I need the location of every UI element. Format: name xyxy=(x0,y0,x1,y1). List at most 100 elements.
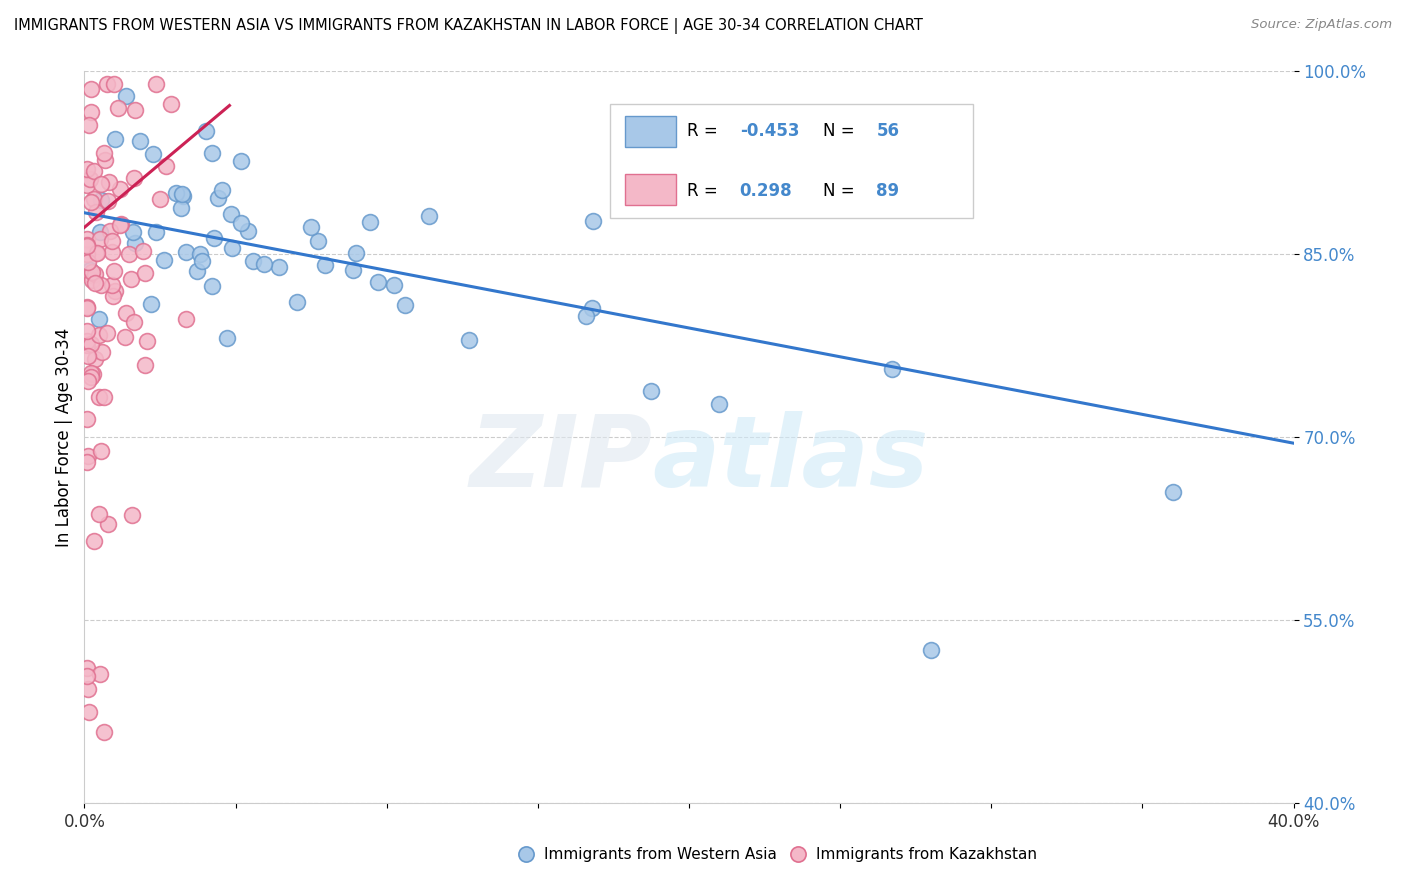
Immigrants from Western Asia xyxy=(231,153,253,168)
Immigrants from Kazakhstan xyxy=(97,194,120,209)
Immigrants from Kazakhstan xyxy=(76,238,98,252)
Immigrants from Western Asia xyxy=(221,242,243,256)
Immigrants from Kazakhstan xyxy=(89,666,111,681)
Immigrants from Kazakhstan xyxy=(120,272,142,286)
Immigrants from Western Asia xyxy=(342,263,364,277)
Immigrants from Kazakhstan xyxy=(77,349,100,363)
Immigrants from Kazakhstan xyxy=(134,358,156,372)
Immigrants from Western Asia xyxy=(89,225,111,239)
Immigrants from Kazakhstan xyxy=(84,351,107,366)
Immigrants from Western Asia xyxy=(190,246,212,260)
Immigrants from Kazakhstan xyxy=(101,244,124,259)
Immigrants from Kazakhstan xyxy=(90,443,112,458)
Immigrants from Kazakhstan xyxy=(84,246,107,260)
Immigrants from Kazakhstan xyxy=(76,669,98,683)
Immigrants from Kazakhstan xyxy=(122,315,145,329)
Immigrants from Kazakhstan xyxy=(115,306,138,320)
Immigrants from Western Asia xyxy=(142,147,165,161)
Immigrants from Kazakhstan xyxy=(76,412,98,426)
Text: 0.298: 0.298 xyxy=(740,182,793,200)
Immigrants from Western Asia xyxy=(285,294,308,309)
FancyBboxPatch shape xyxy=(610,104,973,218)
Immigrants from Kazakhstan xyxy=(93,390,115,404)
Immigrants from Kazakhstan xyxy=(93,725,115,739)
Immigrants from Western Asia xyxy=(880,361,903,376)
Immigrants from Kazakhstan xyxy=(110,182,132,196)
Immigrants from Kazakhstan xyxy=(79,119,101,133)
Immigrants from Western Asia xyxy=(201,279,224,293)
Text: 56: 56 xyxy=(876,122,900,140)
Immigrants from Western Asia xyxy=(242,254,264,268)
Immigrants from Kazakhstan xyxy=(76,334,98,348)
Immigrants from Western Asia xyxy=(253,257,276,271)
Immigrants from Western Asia xyxy=(217,331,239,345)
Immigrants from Western Asia xyxy=(267,260,290,275)
Immigrants from Western Asia xyxy=(90,193,112,207)
Immigrants from Kazakhstan xyxy=(87,507,110,521)
Text: 89: 89 xyxy=(876,182,900,200)
FancyBboxPatch shape xyxy=(624,175,676,205)
Immigrants from Kazakhstan xyxy=(124,171,146,186)
Immigrants from Kazakhstan xyxy=(80,104,103,119)
Immigrants from Kazakhstan xyxy=(76,232,98,246)
Immigrants from Western Asia xyxy=(707,397,730,411)
Immigrants from Kazakhstan xyxy=(90,278,112,293)
Immigrants from Western Asia xyxy=(236,224,259,238)
Immigrants from Western Asia xyxy=(186,264,208,278)
Immigrants from Western Asia xyxy=(344,246,367,260)
Immigrants from Kazakhstan xyxy=(90,177,112,191)
Immigrants from Kazakhstan xyxy=(84,204,107,219)
Immigrants from Kazakhstan xyxy=(103,77,125,91)
Immigrants from Western Asia xyxy=(191,254,214,268)
Immigrants from Kazakhstan xyxy=(98,224,121,238)
Immigrants from Kazakhstan xyxy=(98,175,121,189)
Immigrants from Kazakhstan xyxy=(136,334,159,349)
Immigrants from Kazakhstan xyxy=(160,96,183,111)
Immigrants from Kazakhstan xyxy=(84,276,107,290)
FancyBboxPatch shape xyxy=(624,116,676,146)
Immigrants from Western Asia xyxy=(581,301,603,315)
Immigrants from Kazakhstan xyxy=(76,247,98,261)
Immigrants from Kazakhstan xyxy=(97,516,120,531)
Text: Immigrants from Western Asia: Immigrants from Western Asia xyxy=(544,847,776,862)
Immigrants from Western Asia xyxy=(367,276,389,290)
Immigrants from Kazakhstan xyxy=(77,374,100,388)
Immigrants from Western Asia xyxy=(207,191,229,205)
Immigrants from Western Asia xyxy=(104,132,127,146)
Text: R =: R = xyxy=(686,122,723,140)
Immigrants from Kazakhstan xyxy=(77,450,100,464)
Immigrants from Western Asia xyxy=(299,220,322,235)
Text: N =: N = xyxy=(823,182,860,200)
Text: Immigrants from Kazakhstan: Immigrants from Kazakhstan xyxy=(815,847,1036,862)
Immigrants from Western Asia xyxy=(920,643,942,657)
Immigrants from Kazakhstan xyxy=(89,327,111,342)
Immigrants from Kazakhstan xyxy=(80,366,103,380)
Immigrants from Kazakhstan xyxy=(76,239,98,253)
Immigrants from Kazakhstan xyxy=(76,661,98,675)
Immigrants from Kazakhstan xyxy=(174,312,197,326)
Immigrants from Western Asia xyxy=(170,201,193,215)
Immigrants from Kazakhstan xyxy=(101,289,124,303)
Immigrants from Kazakhstan xyxy=(155,159,177,173)
Immigrants from Western Asia xyxy=(172,188,194,202)
Immigrants from Western Asia xyxy=(202,231,225,245)
Immigrants from Kazakhstan xyxy=(104,284,127,298)
Immigrants from Kazakhstan xyxy=(101,278,124,293)
Immigrants from Kazakhstan xyxy=(79,81,101,95)
Immigrants from Kazakhstan xyxy=(76,162,98,177)
Immigrants from Western Asia xyxy=(382,277,405,292)
Immigrants from Kazakhstan xyxy=(89,232,111,246)
Text: atlas: atlas xyxy=(652,410,929,508)
Immigrants from Western Asia xyxy=(153,253,176,268)
Immigrants from Western Asia xyxy=(87,312,110,326)
Immigrants from Kazakhstan xyxy=(83,192,105,206)
Immigrants from Western Asia xyxy=(195,124,218,138)
Immigrants from Kazakhstan xyxy=(87,390,110,404)
Immigrants from Kazakhstan xyxy=(101,234,124,248)
Immigrants from Western Asia xyxy=(115,89,138,103)
Immigrants from Kazakhstan xyxy=(149,192,172,206)
Immigrants from Kazakhstan xyxy=(76,338,98,352)
Immigrants from Western Asia xyxy=(359,214,381,228)
Text: -0.453: -0.453 xyxy=(740,122,799,140)
Text: ZIP: ZIP xyxy=(470,410,652,508)
